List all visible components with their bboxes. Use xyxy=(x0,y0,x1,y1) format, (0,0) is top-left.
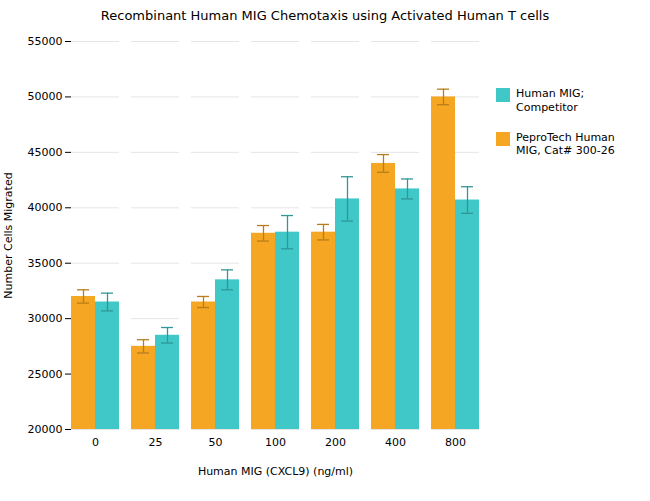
svg-text:50: 50 xyxy=(209,436,223,449)
svg-text:800: 800 xyxy=(445,436,466,449)
svg-text:400: 400 xyxy=(385,436,406,449)
svg-text:35000: 35000 xyxy=(28,257,63,270)
svg-text:40000: 40000 xyxy=(28,201,63,214)
html-text:PeproTech Human MIG, Cat# 300-: PeproTech Human MIG, Cat# 300-26 xyxy=(516,130,615,158)
svg-text:20000: 20000 xyxy=(28,423,63,436)
svg-text:30000: 30000 xyxy=(28,312,63,325)
html-text:Human MIG; Competitor: Human MIG; Competitor xyxy=(516,87,585,114)
svg-text:Number Cells Migrated: Number Cells Migrated xyxy=(2,172,15,298)
svg-text:50000: 50000 xyxy=(28,90,63,103)
html-text:Recombinant Human MIG Chemotax: Recombinant Human MIG Chemotaxis using A… xyxy=(100,8,550,23)
svg-text:0: 0 xyxy=(92,436,99,449)
svg-text:55000: 55000 xyxy=(28,35,63,48)
svg-text:Human MIG (CXCL9) (ng/ml): Human MIG (CXCL9) (ng/ml) xyxy=(198,465,353,478)
svg-text:100: 100 xyxy=(265,436,286,449)
svg-text:45000: 45000 xyxy=(28,146,63,159)
svg-text:200: 200 xyxy=(325,436,346,449)
svg-text:25: 25 xyxy=(149,436,163,449)
svg-text:25000: 25000 xyxy=(28,368,63,381)
